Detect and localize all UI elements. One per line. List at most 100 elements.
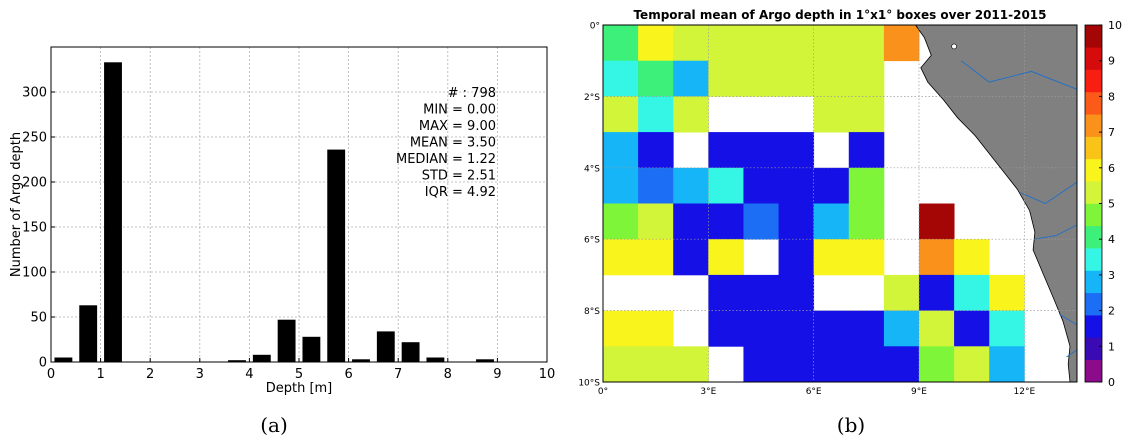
map-cell [743,346,779,383]
map-cell [743,60,779,97]
map-cell [813,96,850,133]
histogram-x-ticks: 0 1 2 3 4 5 6 7 8 9 10 [47,358,555,382]
map-cell [708,132,744,169]
histogram-y-tick-label: 100 [22,266,47,281]
map-cell [954,310,990,347]
map-cell [813,60,850,97]
map-cell [603,132,639,169]
map-cell [673,60,709,97]
colorbar-segment [1085,203,1102,227]
map-cell [919,346,955,383]
histogram-grid [50,47,548,363]
map-cell [673,346,709,383]
histogram-y-tick-label: 250 [22,131,47,146]
histogram-y-tick-label: 50 [30,311,47,326]
map-cell [778,346,815,383]
map-cell [989,346,1025,383]
histogram-x-tick-label: 6 [344,367,352,382]
map-x-tick-label: 6°E [806,387,822,397]
map-cell [883,346,920,383]
colorbar-segment [1085,181,1102,204]
histogram-bar [327,149,346,362]
map-cell [848,96,885,133]
histogram-stat-line: # : 798 [448,86,496,101]
map-title: Temporal mean of Argo depth in 1°x1° box… [633,8,1046,22]
colorbar-tick-label: 5 [1108,198,1115,211]
map-y-tick-label: 0° [590,22,600,32]
histogram-x-tick-label: 10 [539,367,556,382]
map-cell [778,274,815,311]
map-cell [673,25,709,62]
histogram-bar [352,359,370,362]
histogram-x-tick-label: 0 [47,367,55,382]
histogram-stat-line: IQR = 4.92 [425,185,496,200]
colorbar-tick-label: 10 [1108,19,1122,32]
map-cell [603,60,639,97]
map-cell [638,239,674,276]
map-cell [813,203,850,240]
map-cell [778,132,815,169]
map-cell [638,346,674,383]
map-river [1066,349,1078,358]
map-cell [883,25,920,62]
map-cell [778,239,815,276]
colorbar-segment [1085,359,1102,383]
map-cell [603,25,639,62]
histogram-x-tick-label: 5 [295,367,303,382]
map-cell [989,310,1025,347]
map-x-tick-label: 12°E [1014,387,1036,397]
map-cell [919,239,955,276]
map-y-tick-label: 2°S [584,93,600,103]
map-cell [883,310,920,347]
map-cell [919,310,955,347]
map-x-tick-label: 0° [598,387,608,397]
map-cell [708,203,744,240]
map-cell [743,203,779,240]
histogram-x-tick-label: 1 [96,367,104,382]
colorbar-tick-label: 8 [1108,90,1115,103]
map-land [914,24,1078,383]
map-cell [813,167,850,204]
histogram-x-tick-label: 3 [196,367,204,382]
map-cell [708,25,744,62]
map-cell [954,274,990,311]
map-cell [919,274,955,311]
histogram-y-tick-label: 0 [39,356,47,371]
histogram-bar [54,357,73,362]
histogram-x-tick-label: 2 [146,367,154,382]
map-cell [954,346,990,383]
map-cell [638,167,674,204]
map-cell [743,274,779,311]
histogram-stat-line: MEAN = 3.50 [410,136,496,151]
map-plot-frame [602,24,1078,383]
histogram-y-ticks: 0 50 100 150 200 250 300 [22,86,55,371]
colorbar-segment [1085,114,1102,137]
colorbar-segment [1085,47,1102,70]
colorbar-segment [1085,225,1102,249]
histogram-bar [228,360,246,362]
map-cell [638,96,674,133]
panel-a-caption: (a) [260,413,288,437]
histogram-y-tick-label: 150 [22,221,47,236]
colorbar-segment [1085,292,1102,316]
colorbar-segment [1085,91,1102,115]
map-cell [638,310,674,347]
histogram-bar [476,359,494,362]
map-x-tick-label: 3°E [700,387,716,397]
map-y-tick-label: 4°S [584,164,600,174]
map-y-tick-label: 10°S [578,379,600,389]
map-cell [708,310,744,347]
colorbar-tick-label: 2 [1108,305,1115,318]
map-cell [848,167,885,204]
histogram-y-axis-label: Number of Argo depth [9,132,24,277]
map-cell [813,239,850,276]
map-cell [813,310,850,347]
map-cell [883,274,920,311]
colorbar-segment [1085,315,1102,338]
colorbar-segment [1085,69,1102,93]
map-cell [603,310,639,347]
histogram-y-tick-label: 300 [22,86,47,101]
map-cell [603,167,639,204]
